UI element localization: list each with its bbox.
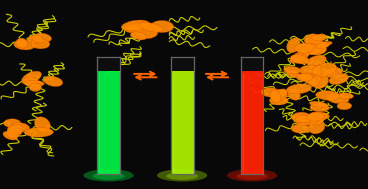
Bar bbox=[171, 71, 194, 174]
Ellipse shape bbox=[29, 83, 42, 91]
Bar bbox=[97, 71, 120, 174]
Ellipse shape bbox=[307, 112, 325, 121]
Bar bbox=[241, 71, 263, 174]
Ellipse shape bbox=[269, 90, 287, 100]
Ellipse shape bbox=[301, 44, 322, 55]
Ellipse shape bbox=[227, 169, 277, 181]
Ellipse shape bbox=[283, 66, 301, 74]
Ellipse shape bbox=[21, 71, 42, 84]
Ellipse shape bbox=[7, 124, 23, 138]
Ellipse shape bbox=[323, 68, 343, 77]
Ellipse shape bbox=[308, 121, 325, 134]
Ellipse shape bbox=[157, 169, 207, 181]
Ellipse shape bbox=[292, 112, 311, 123]
Ellipse shape bbox=[31, 39, 50, 49]
Ellipse shape bbox=[44, 76, 63, 87]
Ellipse shape bbox=[287, 38, 300, 53]
Ellipse shape bbox=[14, 40, 35, 50]
Ellipse shape bbox=[27, 36, 42, 43]
Ellipse shape bbox=[16, 38, 28, 48]
Ellipse shape bbox=[304, 34, 318, 44]
Ellipse shape bbox=[24, 80, 44, 87]
Ellipse shape bbox=[306, 55, 326, 66]
Ellipse shape bbox=[270, 90, 281, 103]
Ellipse shape bbox=[316, 42, 328, 48]
Ellipse shape bbox=[288, 89, 300, 100]
Ellipse shape bbox=[291, 124, 310, 133]
Ellipse shape bbox=[296, 115, 319, 126]
Ellipse shape bbox=[337, 102, 352, 110]
Ellipse shape bbox=[309, 112, 329, 119]
Ellipse shape bbox=[273, 89, 288, 98]
Ellipse shape bbox=[311, 34, 327, 41]
Ellipse shape bbox=[290, 50, 309, 63]
Ellipse shape bbox=[309, 45, 327, 55]
Ellipse shape bbox=[315, 91, 340, 100]
Ellipse shape bbox=[309, 101, 328, 108]
Ellipse shape bbox=[125, 24, 146, 33]
Ellipse shape bbox=[236, 172, 268, 180]
Ellipse shape bbox=[84, 169, 134, 181]
Ellipse shape bbox=[296, 73, 313, 81]
Bar bbox=[241, 57, 263, 71]
Ellipse shape bbox=[303, 75, 322, 84]
Ellipse shape bbox=[121, 20, 150, 31]
Ellipse shape bbox=[310, 104, 329, 112]
Ellipse shape bbox=[286, 71, 300, 77]
Ellipse shape bbox=[310, 113, 324, 125]
Ellipse shape bbox=[22, 77, 38, 85]
Ellipse shape bbox=[32, 35, 44, 43]
Ellipse shape bbox=[135, 26, 158, 39]
Ellipse shape bbox=[300, 65, 320, 75]
Bar bbox=[97, 57, 120, 71]
Ellipse shape bbox=[25, 127, 53, 137]
Ellipse shape bbox=[12, 123, 30, 132]
Ellipse shape bbox=[312, 63, 337, 77]
Ellipse shape bbox=[287, 84, 312, 94]
Bar bbox=[171, 57, 194, 71]
Ellipse shape bbox=[261, 88, 279, 97]
Ellipse shape bbox=[130, 32, 147, 40]
Ellipse shape bbox=[316, 41, 332, 46]
Ellipse shape bbox=[299, 74, 312, 79]
Ellipse shape bbox=[139, 22, 163, 32]
Ellipse shape bbox=[295, 43, 314, 53]
Ellipse shape bbox=[329, 74, 348, 84]
Ellipse shape bbox=[305, 39, 326, 53]
Ellipse shape bbox=[327, 94, 349, 104]
Ellipse shape bbox=[3, 131, 18, 140]
Ellipse shape bbox=[34, 117, 50, 132]
Ellipse shape bbox=[269, 96, 288, 105]
Ellipse shape bbox=[93, 172, 124, 180]
Ellipse shape bbox=[296, 115, 313, 123]
Ellipse shape bbox=[339, 93, 354, 99]
Ellipse shape bbox=[309, 36, 323, 44]
Ellipse shape bbox=[35, 33, 52, 42]
Ellipse shape bbox=[7, 125, 22, 134]
Ellipse shape bbox=[166, 172, 198, 180]
Ellipse shape bbox=[4, 119, 21, 128]
Ellipse shape bbox=[151, 20, 174, 33]
Ellipse shape bbox=[306, 77, 319, 86]
Ellipse shape bbox=[316, 42, 330, 49]
Ellipse shape bbox=[290, 55, 309, 64]
Ellipse shape bbox=[313, 75, 329, 89]
